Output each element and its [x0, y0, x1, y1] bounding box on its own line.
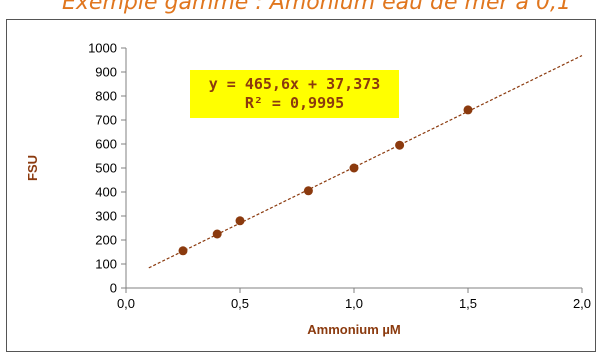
y-tick-label: 600	[95, 137, 117, 152]
y-tick-label: 900	[95, 65, 117, 80]
page-title: Exemple gamme : Amonium eau de mer à 0,1	[62, 0, 572, 15]
x-tick-label: 2,0	[573, 296, 591, 311]
y-tick-label: 800	[95, 89, 117, 104]
x-axis-title: Ammonium µM	[307, 322, 400, 337]
r-squared-line: R² = 0,9995	[244, 94, 345, 112]
y-tick-label: 400	[95, 185, 117, 200]
x-tick-label: 0,5	[231, 296, 249, 311]
chart-frame	[6, 19, 596, 352]
y-axis-title: FSU	[25, 155, 40, 181]
y-tick-label: 0	[110, 281, 117, 296]
x-tick-label: 1,0	[345, 296, 363, 311]
data-point	[303, 186, 313, 196]
equation-box: y = 465,6x + 37,373 R² = 0,9995	[190, 70, 399, 118]
x-tick-label: 1,5	[459, 296, 477, 311]
y-tick-label: 1000	[88, 41, 117, 56]
data-point	[178, 246, 188, 256]
equation-line: y = 465,6x + 37,373	[208, 75, 381, 93]
y-tick-label: 200	[95, 233, 117, 248]
data-point	[463, 105, 473, 115]
data-point	[349, 163, 359, 173]
y-tick-label: 300	[95, 209, 117, 224]
data-point	[395, 140, 405, 150]
x-tick-label: 0,0	[117, 296, 135, 311]
y-tick-label: 700	[95, 113, 117, 128]
data-point	[212, 229, 222, 239]
data-point	[235, 216, 245, 226]
y-tick-label: 500	[95, 161, 117, 176]
y-tick-label: 100	[95, 257, 117, 272]
